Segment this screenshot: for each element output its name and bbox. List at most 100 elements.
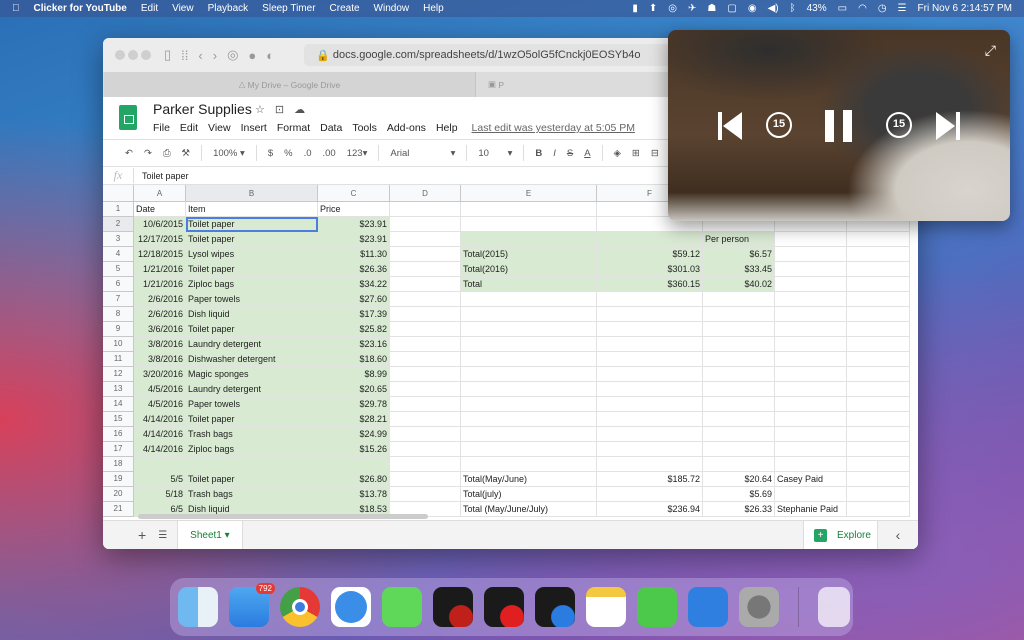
- cell-A4[interactable]: 12/18/2015: [134, 247, 186, 262]
- cell-A18[interactable]: [134, 457, 186, 472]
- cell-A2[interactable]: 10/6/2015: [134, 217, 186, 232]
- cell-A5[interactable]: 1/21/2016: [134, 262, 186, 277]
- system-preferences-icon[interactable]: [739, 587, 779, 627]
- cell-G19[interactable]: $20.64: [703, 472, 775, 487]
- cell-E5[interactable]: Total(2016): [461, 262, 597, 277]
- battery-icon[interactable]: ▭: [837, 3, 848, 14]
- bold-button[interactable]: B: [535, 147, 543, 159]
- cell-D6[interactable]: [390, 277, 461, 292]
- cell-B16[interactable]: Trash bags: [186, 427, 318, 442]
- cell-E4[interactable]: Total(2015): [461, 247, 597, 262]
- cell-G2[interactable]: [703, 217, 775, 232]
- cell-B6[interactable]: Ziploc bags: [186, 277, 318, 292]
- fill-color-icon[interactable]: ◈: [613, 147, 621, 159]
- menu-edit[interactable]: Edit: [179, 122, 199, 134]
- cell-A12[interactable]: 3/20/2016: [134, 367, 186, 382]
- cell-A9[interactable]: 3/6/2016: [134, 322, 186, 337]
- cell-G4[interactable]: $6.57: [703, 247, 775, 262]
- cell-H10[interactable]: [775, 337, 847, 352]
- minimize-button[interactable]: [128, 49, 138, 60]
- upload-icon[interactable]: ⬆: [648, 3, 658, 14]
- menu-edit[interactable]: Edit: [133, 3, 158, 14]
- cell-H21[interactable]: Stephanie Paid: [775, 502, 847, 517]
- cell-F11[interactable]: [597, 352, 703, 367]
- cell-B10[interactable]: Laundry detergent: [186, 337, 318, 352]
- cell-C15[interactable]: $28.21: [318, 412, 390, 427]
- cell-E13[interactable]: [461, 382, 597, 397]
- cell-C4[interactable]: $11.30: [318, 247, 390, 262]
- cell-H2[interactable]: [775, 217, 847, 232]
- cell-A13[interactable]: 4/5/2016: [134, 382, 186, 397]
- cell-D20[interactable]: [390, 487, 461, 502]
- cell-E14[interactable]: [461, 397, 597, 412]
- cell-B12[interactable]: Magic sponges: [186, 367, 318, 382]
- print-icon[interactable]: ⎙: [162, 147, 171, 159]
- menu-create[interactable]: Create: [322, 3, 360, 14]
- cell-H8[interactable]: [775, 307, 847, 322]
- cell-A15[interactable]: 4/14/2016: [134, 412, 186, 427]
- facetime-icon[interactable]: [637, 587, 677, 627]
- tab-parker-supplies[interactable]: ▣ P: [476, 72, 504, 97]
- cell-C3[interactable]: $23.91: [318, 232, 390, 247]
- all-sheets-icon[interactable]: ☰: [158, 529, 168, 541]
- cell-F6[interactable]: $360.15: [597, 277, 703, 292]
- xcode-icon[interactable]: [688, 587, 728, 627]
- control-center-icon[interactable]: ☰: [897, 3, 907, 14]
- menu-window[interactable]: Window: [366, 3, 410, 14]
- cell-F3[interactable]: [597, 232, 703, 247]
- cell-A11[interactable]: 3/8/2016: [134, 352, 186, 367]
- cell-G13[interactable]: [703, 382, 775, 397]
- cell-D13[interactable]: [390, 382, 461, 397]
- safari-icon[interactable]: [331, 587, 371, 627]
- cell-A16[interactable]: 4/14/2016: [134, 427, 186, 442]
- menu-addons[interactable]: Add-ons: [386, 122, 426, 134]
- cell-B19[interactable]: Toilet paper: [186, 472, 318, 487]
- row-header[interactable]: 21: [103, 502, 134, 517]
- cell-G9[interactable]: [703, 322, 775, 337]
- cell-E8[interactable]: [461, 307, 597, 322]
- cell-A10[interactable]: 3/8/2016: [134, 337, 186, 352]
- rocket-icon[interactable]: ✈: [688, 3, 697, 14]
- onepassword-icon[interactable]: ◎: [668, 3, 678, 14]
- cell-I13[interactable]: [847, 382, 910, 397]
- cell-I9[interactable]: [847, 322, 910, 337]
- tab-google-drive[interactable]: △ My Drive – Google Drive: [104, 72, 476, 97]
- cell-D2[interactable]: [390, 217, 461, 232]
- finder-icon[interactable]: [178, 587, 218, 627]
- cell-A8[interactable]: 2/6/2016: [134, 307, 186, 322]
- cell-F21[interactable]: $236.94: [597, 502, 703, 517]
- cell-A14[interactable]: 4/5/2016: [134, 397, 186, 412]
- cell-H12[interactable]: [775, 367, 847, 382]
- cell-C7[interactable]: $27.60: [318, 292, 390, 307]
- cell-G15[interactable]: [703, 412, 775, 427]
- cell-E10[interactable]: [461, 337, 597, 352]
- wifi-icon[interactable]: ◠: [858, 3, 867, 14]
- cell-A7[interactable]: 2/6/2016: [134, 292, 186, 307]
- cell-I4[interactable]: [847, 247, 910, 262]
- row-header[interactable]: 9: [103, 322, 134, 337]
- menu-format[interactable]: Format: [276, 122, 311, 134]
- menu-help[interactable]: Help: [415, 3, 444, 14]
- cell-A17[interactable]: 4/14/2016: [134, 442, 186, 457]
- row-header[interactable]: 15: [103, 412, 134, 427]
- menu-view[interactable]: View: [208, 122, 231, 134]
- row-header[interactable]: 17: [103, 442, 134, 457]
- redo-icon[interactable]: ↷: [143, 147, 152, 159]
- ghost-icon[interactable]: ☗: [707, 3, 717, 14]
- video-player[interactable]: ⤢ 15 15: [668, 30, 1010, 221]
- cell-C9[interactable]: $25.82: [318, 322, 390, 337]
- cell-C8[interactable]: $17.39: [318, 307, 390, 322]
- chrome-icon[interactable]: [280, 587, 320, 627]
- cell-F9[interactable]: [597, 322, 703, 337]
- cell-A3[interactable]: 12/17/2015: [134, 232, 186, 247]
- trash-icon[interactable]: [818, 587, 850, 627]
- cell-F12[interactable]: [597, 367, 703, 382]
- cell-B14[interactable]: Paper towels: [186, 397, 318, 412]
- cell-F13[interactable]: [597, 382, 703, 397]
- cell-D17[interactable]: [390, 442, 461, 457]
- cell-H11[interactable]: [775, 352, 847, 367]
- cell-B15[interactable]: Toilet paper: [186, 412, 318, 427]
- time-machine-icon[interactable]: ◷: [877, 3, 887, 14]
- cell-A1[interactable]: Date: [134, 202, 186, 217]
- cell-F14[interactable]: [597, 397, 703, 412]
